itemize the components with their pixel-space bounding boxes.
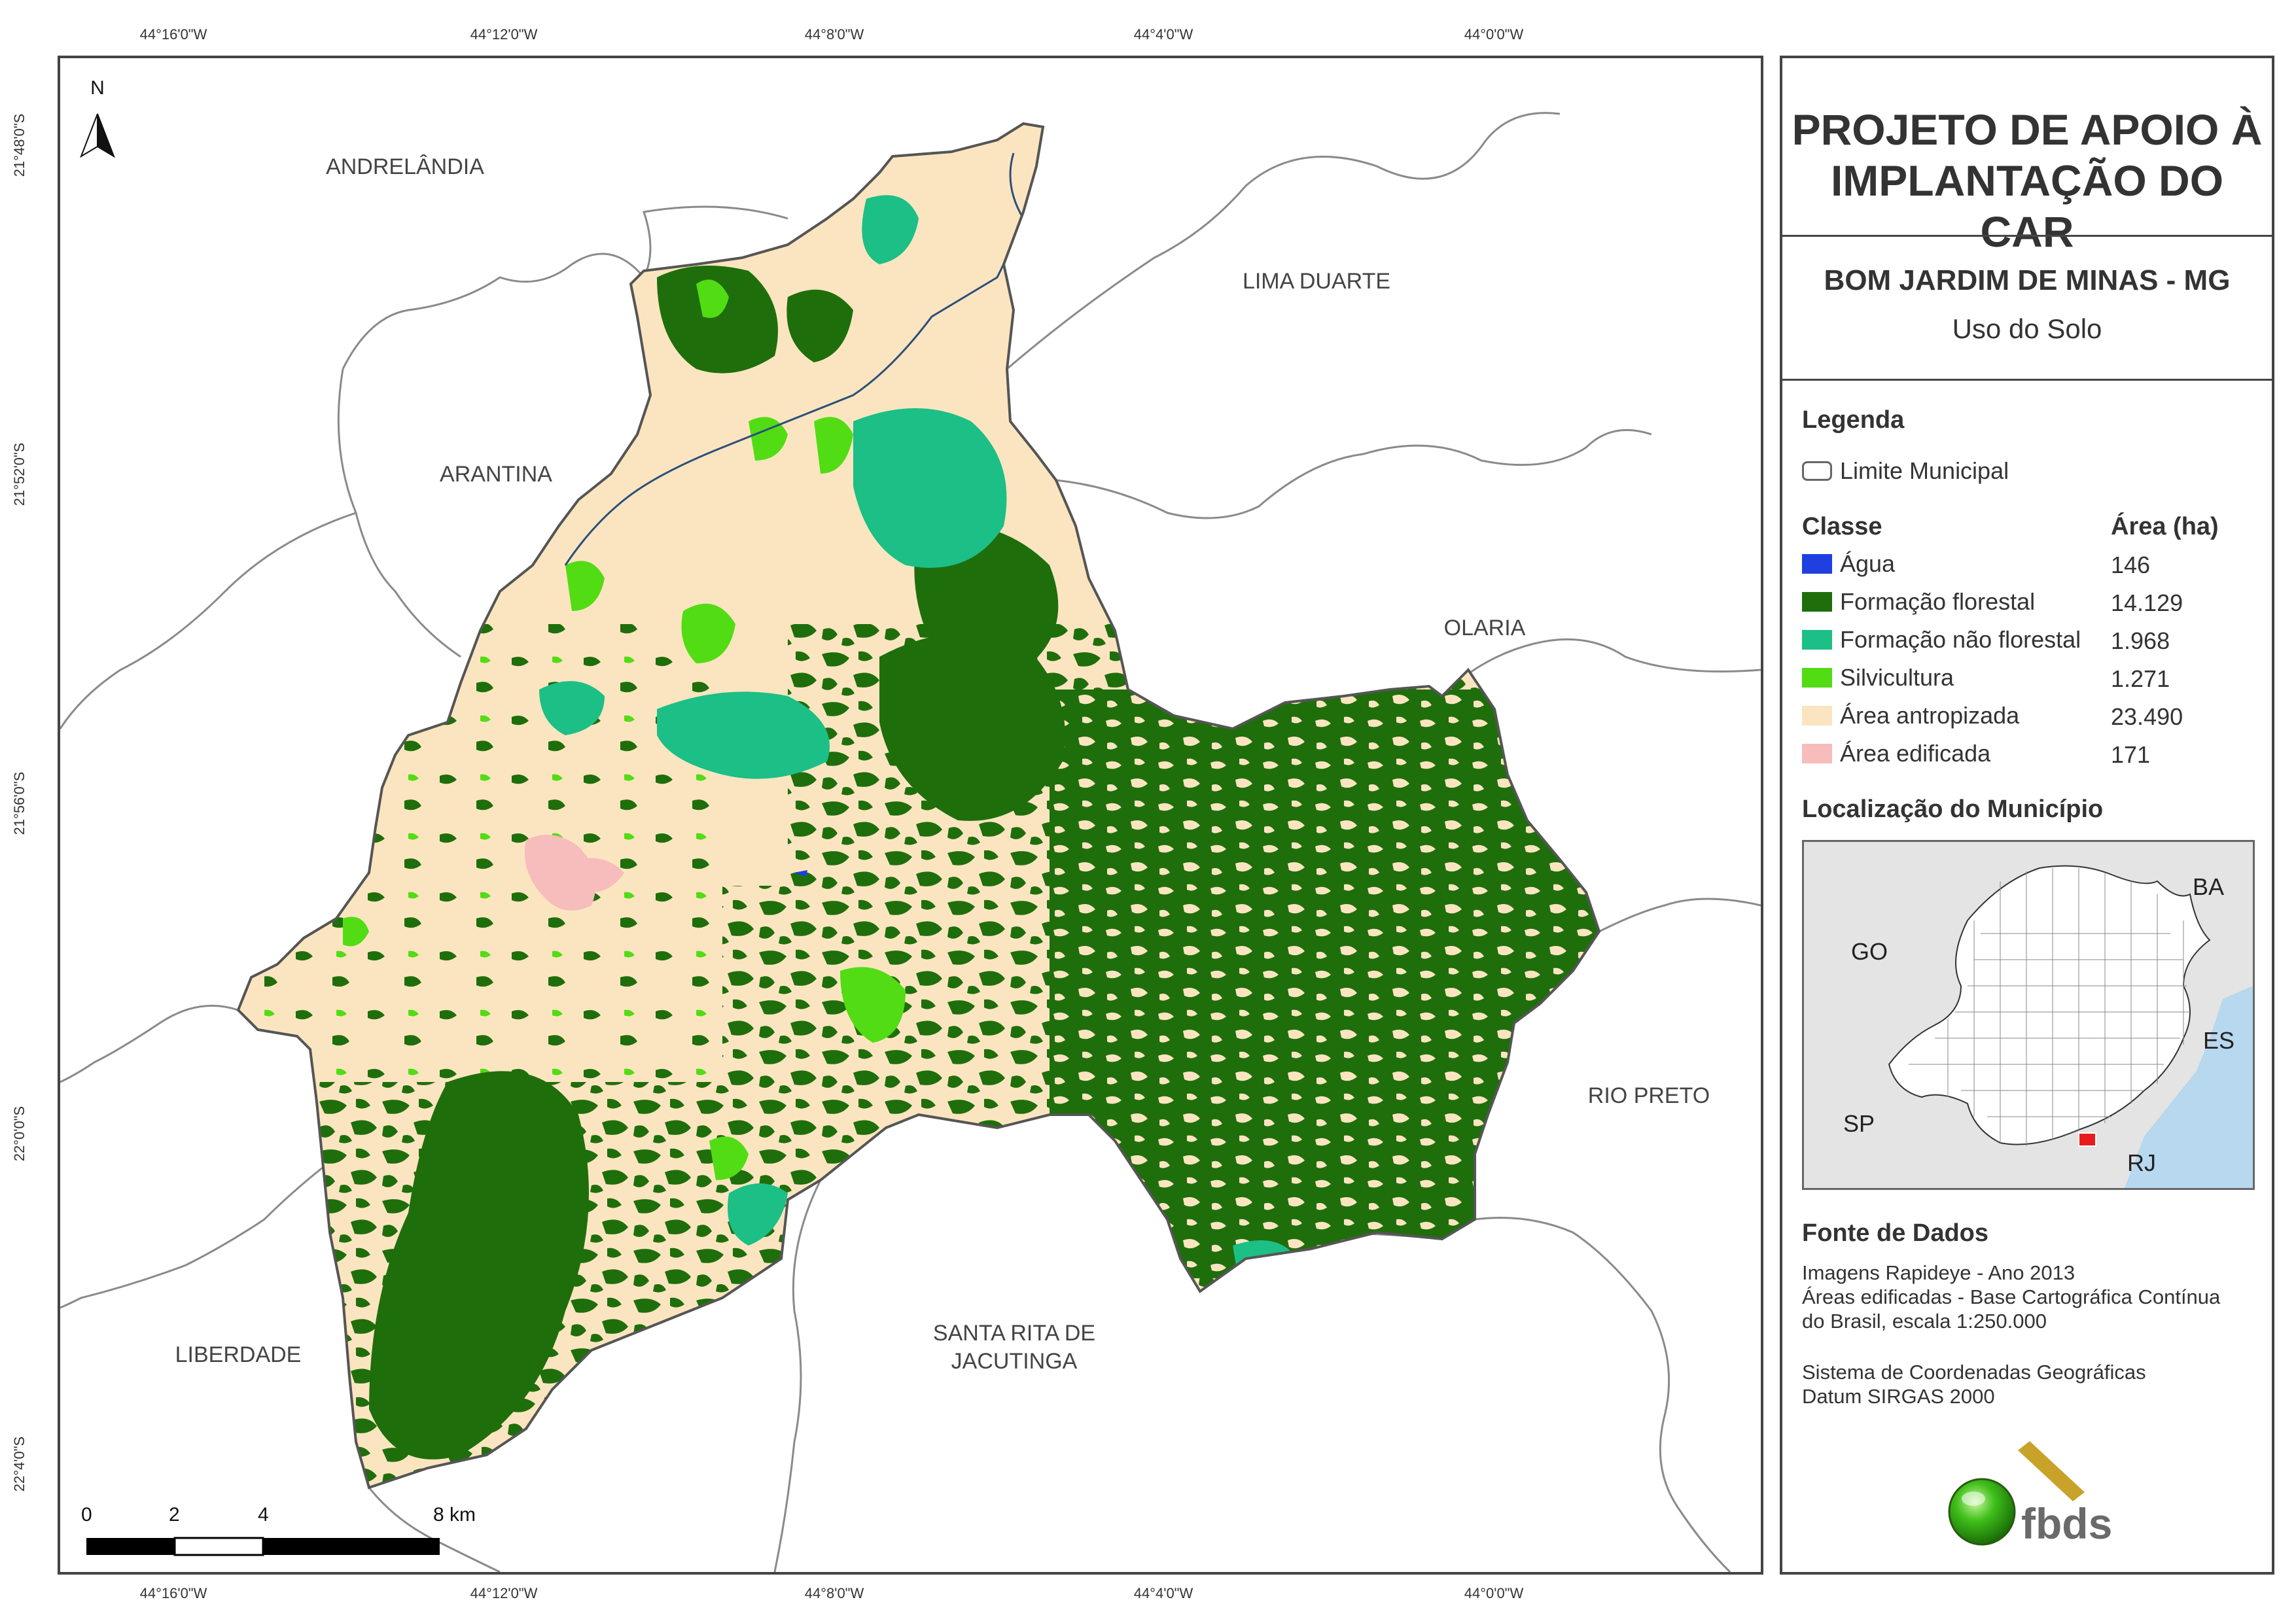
scale-bar — [86, 1537, 440, 1556]
source-line: Imagens Rapideye - Ano 2013 — [1802, 1261, 2075, 1284]
longitude-label-top-4: 44°4'0"W — [1133, 26, 1193, 43]
inset-label-sp: SP — [1843, 1110, 1875, 1137]
swatch-area-antropizada — [1802, 706, 1832, 725]
municipality-locator-marker — [2078, 1132, 2096, 1147]
swatch-formacao-nao-florestal — [1802, 630, 1832, 650]
legend-heading: Legenda — [1802, 406, 1905, 434]
class-label: Formação florestal — [1840, 588, 2036, 615]
longitude-label-top-1: 44°16'0"W — [139, 26, 207, 43]
class-label: Área antropizada — [1840, 702, 2020, 729]
label-rio-preto: RIO PRETO — [1587, 1083, 1710, 1108]
source-line: do Brasil, escala 1:250.000 — [1802, 1310, 2047, 1333]
info-panel: PROJETO DE APOIO À IMPLANTAÇÃO DO CAR BO… — [1780, 56, 2274, 1575]
latitude-label-1: 21°48'0"S — [11, 113, 27, 177]
logo-text: fbds — [2021, 1499, 2113, 1548]
swatch-agua — [1802, 554, 1832, 574]
sources-heading: Fonte de Dados — [1802, 1219, 1989, 1247]
locator-inset-map: BA GO ES SP RJ — [1802, 840, 2255, 1190]
inset-label-es: ES — [2203, 1027, 2235, 1054]
project-title-line2: IMPLANTAÇÃO DO CAR — [1830, 156, 2224, 256]
location-heading: Localização do Município — [1802, 795, 2104, 823]
class-area: 1.271 — [2111, 665, 2170, 692]
boundary-label: Limite Municipal — [1840, 457, 2009, 484]
label-liberdade: LIBERDADE — [175, 1342, 302, 1367]
divider — [1782, 235, 2272, 237]
label-santa-rita-line1: SANTA RITA DE — [932, 1321, 1096, 1346]
class-area: 14.129 — [2111, 589, 2183, 616]
label-andrelandia: ANDRELÂNDIA — [326, 154, 484, 179]
class-label: Formação não florestal — [1840, 626, 2081, 653]
class-area: 23.490 — [2111, 703, 2183, 730]
scale-label-8km: 8 km — [433, 1504, 476, 1526]
map-canvas: N — [60, 77, 1761, 1572]
inset-label-rj: RJ — [2127, 1149, 2156, 1176]
scale-label-2: 2 — [169, 1504, 180, 1526]
class-label: Silvicultura — [1840, 664, 1954, 691]
north-arrow-icon — [80, 113, 115, 158]
fbds-logo-icon — [1948, 1441, 2085, 1546]
class-label: Água — [1840, 550, 1896, 577]
longitude-label-bottom-4: 44°4'0"W — [1133, 1585, 1193, 1601]
label-olaria: OLARIA — [1443, 616, 1526, 640]
longitude-label-top-3: 44°8'0"W — [804, 26, 864, 43]
municipality-title: BOM JARDIM DE MINAS - MG — [1824, 264, 2231, 296]
label-santa-rita-line2: JACUTINGA — [951, 1349, 1078, 1374]
longitude-label-bottom-1: 44°16'0"W — [139, 1585, 207, 1601]
swatch-silvicultura — [1802, 668, 1832, 688]
latitude-label-3: 21°56'0"S — [11, 771, 27, 835]
class-heading: Classe — [1802, 513, 1882, 540]
latitude-label-4: 22°0'0"S — [11, 1106, 27, 1162]
inset-label-ba: BA — [2193, 873, 2225, 900]
class-area: 171 — [2111, 741, 2151, 768]
neighbor-boundaries — [60, 112, 1761, 1572]
longitude-label-top-2: 44°12'0"W — [470, 26, 538, 43]
label-arantina: ARANTINA — [440, 462, 552, 487]
source-line: Áreas edificadas - Base Cartográfica Con… — [1802, 1285, 2221, 1308]
locator-map-svg — [1888, 865, 2253, 1188]
map-theme: Uso do Solo — [1952, 313, 2102, 344]
land-use-layer — [238, 124, 1599, 1488]
fbds-logo: fbds — [1939, 1439, 2136, 1550]
project-title-line1: PROJETO DE APOIO À — [1792, 105, 2263, 154]
class-label: Área edificada — [1840, 740, 1991, 767]
municipality-boundary — [236, 122, 1601, 1490]
longitude-label-bottom-5: 44°0'0"W — [1464, 1585, 1524, 1601]
source-line: Sistema de Coordenadas Geográficas — [1802, 1361, 2146, 1384]
boundary-swatch — [1802, 461, 1832, 481]
swatch-formacao-florestal — [1802, 592, 1832, 612]
latitude-label-2: 21°52'0"S — [11, 442, 27, 506]
divider — [1782, 379, 2272, 381]
source-line: Datum SIRGAS 2000 — [1802, 1385, 1995, 1408]
swatch-area-edificada — [1802, 744, 1832, 763]
class-area: 1.968 — [2111, 627, 2170, 654]
inset-label-go: GO — [1851, 938, 1888, 965]
longitude-label-bottom-2: 44°12'0"W — [470, 1585, 538, 1601]
latitude-label-5: 22°4'0"S — [11, 1436, 27, 1492]
class-area: 146 — [2111, 551, 2151, 578]
scale-label-4: 4 — [258, 1504, 269, 1526]
north-label: N — [90, 77, 105, 99]
map-frame: N 0 2 4 8 km ANDRELÂNDIA LIMA DUARTE ARA… — [58, 56, 1763, 1575]
area-heading: Área (ha) — [2111, 513, 2219, 540]
longitude-label-bottom-3: 44°8'0"W — [804, 1585, 864, 1601]
scale-label-0: 0 — [81, 1504, 92, 1526]
longitude-label-top-5: 44°0'0"W — [1464, 26, 1524, 43]
label-lima-duarte: LIMA DUARTE — [1242, 269, 1391, 294]
